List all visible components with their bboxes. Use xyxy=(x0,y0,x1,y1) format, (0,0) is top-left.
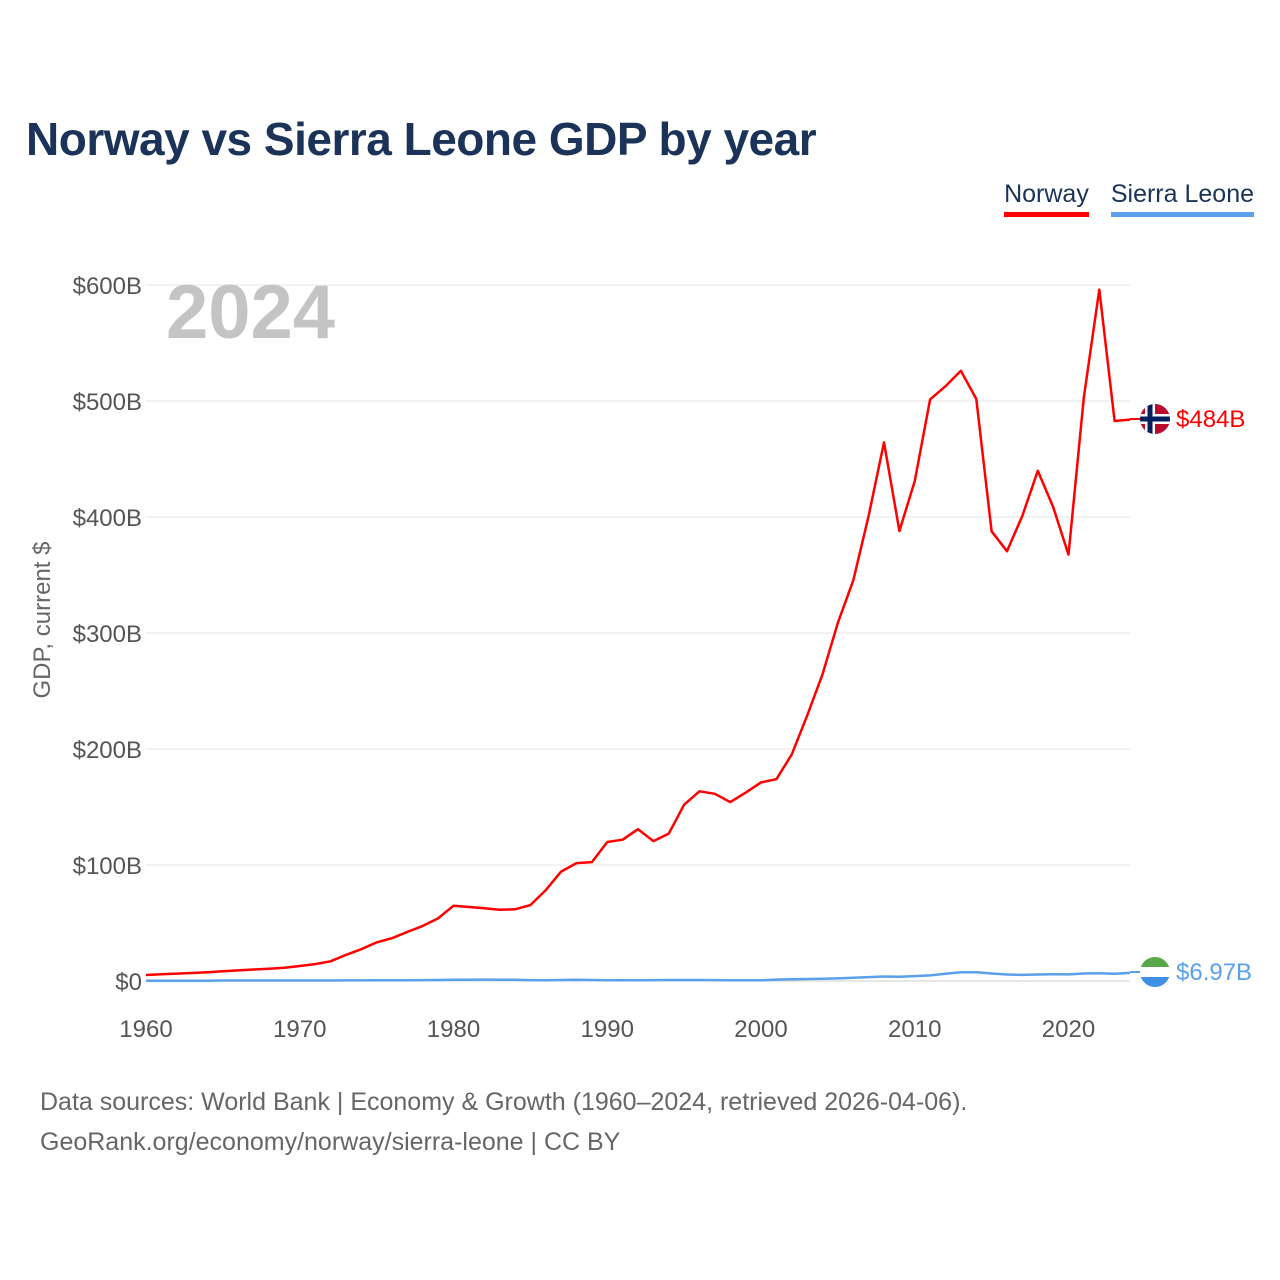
y-tick-label: $0 xyxy=(115,969,142,996)
chart-title: Norway vs Sierra Leone GDP by year xyxy=(26,113,817,165)
series-line-norway xyxy=(145,288,1131,977)
y-tick-label: $100B xyxy=(73,853,142,880)
y-tick-label: $400B xyxy=(73,505,142,532)
y-axis-ticks: $0 $100B $200B $300B $400B $500B $600B xyxy=(73,273,142,996)
x-tick-label: 1960 xyxy=(119,1016,172,1043)
sierra-leone-flag-icon xyxy=(1140,957,1170,987)
y-tick-label: $500B xyxy=(73,389,142,416)
sierra-leone-end-value: $6.97B xyxy=(1176,959,1252,986)
y-tick-label: $200B xyxy=(73,737,142,764)
x-tick-label: 1990 xyxy=(581,1016,634,1043)
legend: Norway Sierra Leone xyxy=(1004,180,1254,217)
y-tick-label: $600B xyxy=(73,273,142,300)
legend-item-sierra-leone[interactable]: Sierra Leone xyxy=(1110,180,1254,217)
series-line-sierra-leone xyxy=(146,970,1131,982)
x-tick-label: 2000 xyxy=(734,1016,787,1043)
x-axis-ticks: 1960 1970 1980 1990 2000 2010 2020 xyxy=(119,1016,1095,1043)
year-watermark: 2024 xyxy=(166,270,335,355)
legend-item-norway[interactable]: Norway xyxy=(1004,180,1089,217)
x-tick-label: 1970 xyxy=(273,1016,326,1043)
y-tick-label: $300B xyxy=(73,621,142,648)
gdp-line-chart: $0 $100B $200B $300B $400B $500B $600B 1960 197… xyxy=(29,270,1252,1043)
source-line-2: GeoRank.org/economy/norway/sierra-leone … xyxy=(40,1128,621,1156)
grid-lines xyxy=(146,284,1130,982)
source-note: Data sources: World Bank | Economy & Gro… xyxy=(40,1082,967,1162)
x-tick-label: 1980 xyxy=(427,1016,480,1043)
y-axis-label: GDP, current $ xyxy=(29,542,56,699)
norway-end-value: $484B xyxy=(1176,406,1245,433)
x-tick-label: 2010 xyxy=(888,1016,941,1043)
source-line-1: Data sources: World Bank | Economy & Gro… xyxy=(40,1088,968,1116)
x-tick-label: 2020 xyxy=(1042,1016,1095,1043)
norway-flag-icon xyxy=(1140,404,1170,434)
